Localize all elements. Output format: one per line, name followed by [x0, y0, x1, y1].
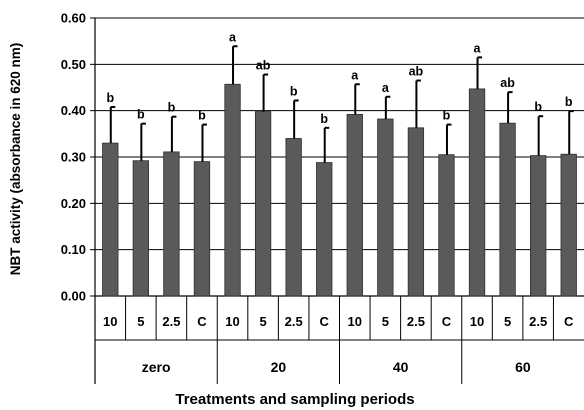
y-axis-title: NBT activity (absorbance in 620 nm)	[8, 43, 23, 276]
x-category-label: C	[197, 314, 207, 329]
y-tick-label: 0.50	[61, 57, 86, 72]
bar	[530, 155, 547, 297]
bar	[254, 111, 272, 297]
bar	[163, 151, 180, 297]
bars	[102, 83, 577, 297]
bar	[193, 161, 211, 297]
bar	[224, 83, 241, 297]
x-category-label: 10	[103, 314, 117, 329]
significance-label: ab	[409, 65, 424, 79]
bar	[285, 138, 302, 297]
y-tick-label: 0.00	[61, 289, 86, 304]
error-bars	[109, 45, 574, 163]
y-tick-label: 0.60	[61, 11, 86, 26]
x-category-label: 2.5	[407, 314, 425, 329]
bar	[377, 118, 394, 297]
significance-label: b	[137, 108, 145, 122]
significance-label: ab	[256, 59, 271, 73]
y-tick-label: 0.20	[61, 196, 86, 211]
y-tick-labels: 0.00 0.10 0.20 0.30 0.40 0.50 0.60	[61, 11, 86, 304]
significance-label: b	[320, 112, 328, 126]
significance-label: b	[168, 101, 176, 115]
x-category-label: 10	[470, 314, 484, 329]
x-category-label: 2.5	[285, 314, 303, 329]
x-category-label: 2.5	[162, 314, 180, 329]
bar	[316, 162, 333, 297]
significance-label: a	[382, 81, 390, 95]
x-category-label: C	[564, 314, 574, 329]
x-category-labels: 10 5 2.5 C 10 5 2.5 C 10 5 2.5 C 10 5 2.5 C	[103, 314, 574, 329]
significance-label: b	[534, 100, 542, 114]
x-category-label: 2.5	[529, 314, 547, 329]
significance-label: b	[106, 91, 114, 105]
bar	[468, 88, 486, 297]
bar	[407, 127, 425, 297]
group-label: 20	[271, 359, 287, 375]
significance-label: ab	[500, 76, 515, 90]
x-category-label: C	[442, 314, 452, 329]
significance-label: a	[229, 30, 237, 44]
bar	[438, 154, 455, 297]
y-tick-label: 0.40	[61, 103, 86, 118]
group-label: 60	[515, 359, 531, 375]
group-labels: zero 20 40 60	[142, 359, 531, 375]
y-tick-label: 0.10	[61, 242, 86, 257]
significance-label: b	[198, 109, 206, 123]
bar	[132, 160, 149, 297]
group-label: 40	[393, 359, 409, 375]
significance-labels: b b b b a ab b b a a ab b a ab b b	[106, 30, 572, 126]
significance-label: a	[474, 41, 482, 55]
x-category-label: 5	[382, 314, 389, 329]
significance-label: b	[290, 84, 298, 98]
significance-label: b	[443, 109, 451, 123]
bar	[499, 122, 516, 297]
x-category-label: 10	[348, 314, 362, 329]
x-category-label: 5	[504, 314, 511, 329]
x-category-label: 5	[259, 314, 266, 329]
bar	[560, 153, 577, 297]
bar	[102, 142, 119, 297]
significance-label: a	[351, 68, 359, 82]
x-category-label: 5	[137, 314, 144, 329]
group-label: zero	[142, 359, 171, 375]
bar	[346, 113, 363, 297]
significance-label: b	[565, 95, 573, 109]
y-tick-label: 0.30	[61, 150, 86, 165]
x-category-label: 10	[225, 314, 239, 329]
x-category-label: C	[320, 314, 330, 329]
x-axis-title: Treatments and sampling periods	[175, 391, 414, 408]
